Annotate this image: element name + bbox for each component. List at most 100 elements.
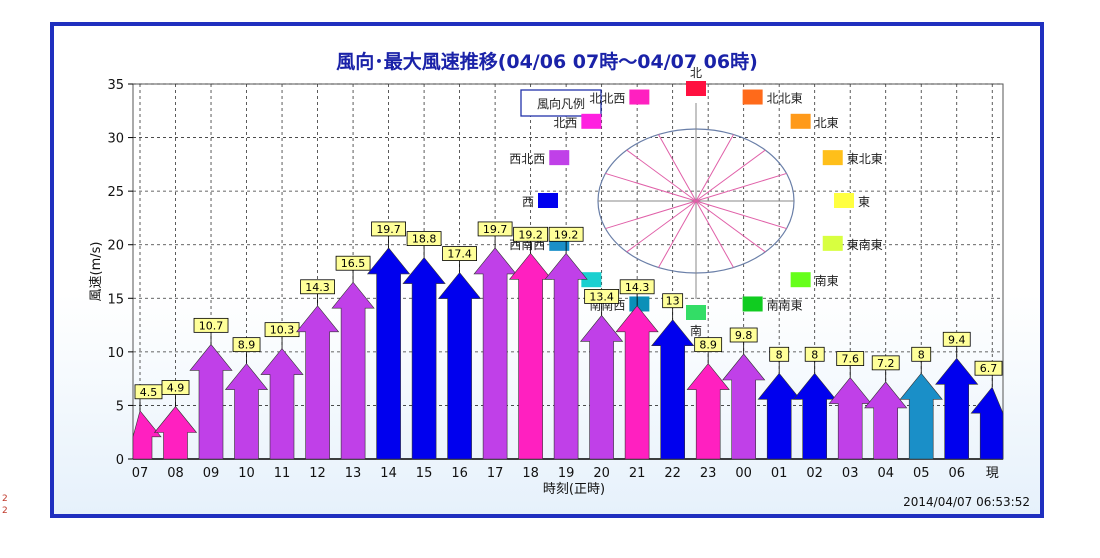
value-label: 7.2 xyxy=(877,357,895,370)
y-tick-label: 15 xyxy=(107,292,124,307)
x-tick-label: 18 xyxy=(522,466,539,481)
wind-arrow-bar xyxy=(508,252,553,460)
value-label-box xyxy=(513,226,549,242)
legend-spoke xyxy=(695,200,766,253)
legend-direction-label: 東北東 xyxy=(847,152,883,166)
timestamp: 2014/04/07 06:53:52 xyxy=(903,495,1030,509)
x-tick-label: 07 xyxy=(132,466,149,481)
legend-spoke xyxy=(626,200,697,253)
legend-spoke xyxy=(658,134,697,202)
legend-swatch xyxy=(581,113,602,129)
value-label-box xyxy=(232,337,261,353)
value-label-box xyxy=(193,317,229,333)
legend-direction-label: 南 xyxy=(690,323,702,338)
bars: 4.5 4.9 10.7 8.9 10.3 14.3 16.5 19.7 18.8 17.4 19.… xyxy=(132,221,1004,460)
value-label-box xyxy=(769,346,790,362)
value-label-box xyxy=(442,246,477,261)
legend-direction-label: 北西 xyxy=(553,116,577,130)
x-tick-label: 19 xyxy=(558,466,575,481)
x-tick-label: 01 xyxy=(771,466,788,481)
wind-arrow-bar xyxy=(828,377,872,460)
x-tick-label: 22 xyxy=(664,466,681,481)
value-label: 18.8 xyxy=(412,233,437,246)
value-label: 4.9 xyxy=(167,382,185,395)
value-label: 9.8 xyxy=(735,329,753,342)
x-tick-label: 16 xyxy=(451,466,468,481)
legend-swatch xyxy=(629,89,650,105)
legend-direction-label: 北北東 xyxy=(767,92,803,106)
legend-direction-label: 東 xyxy=(858,195,870,209)
value-label-box xyxy=(371,221,406,237)
value-label-box xyxy=(619,279,655,295)
value-label-box xyxy=(548,226,584,242)
value-label: 13 xyxy=(666,295,680,308)
value-label-box xyxy=(477,221,513,237)
legend-spoke xyxy=(695,200,787,230)
legend-swatch xyxy=(790,272,811,288)
legend-swatch xyxy=(549,150,570,166)
legend-swatch xyxy=(822,235,843,251)
value-label: 4.5 xyxy=(140,386,158,399)
value-label: 19.2 xyxy=(554,228,579,241)
wind-arrow-bar xyxy=(260,348,304,460)
y-tick-label: 20 xyxy=(107,239,124,254)
legend-swatch xyxy=(742,89,763,105)
y-tick-label: 25 xyxy=(107,185,124,200)
legend-swatch xyxy=(790,113,811,129)
x-tick-label: 17 xyxy=(487,466,504,481)
legend-swatch xyxy=(742,296,763,312)
value-label: 10.7 xyxy=(199,319,224,332)
value-label-box xyxy=(871,355,900,371)
wind-arrow-bar xyxy=(437,272,482,460)
y-tick-label: 5 xyxy=(116,399,124,414)
wind-arrow-bar xyxy=(153,406,198,460)
legend-spoke xyxy=(605,200,697,230)
wind-arrow-bar xyxy=(132,410,162,460)
x-tick-label: 09 xyxy=(203,466,220,481)
legend-swatch xyxy=(822,150,843,166)
x-tick-label: 20 xyxy=(593,466,610,481)
value-label: 8 xyxy=(918,348,925,361)
value-label-box xyxy=(804,346,825,362)
wind-arrow-bar xyxy=(473,247,517,460)
value-label: 8.9 xyxy=(238,339,256,352)
wind-arrow-bar xyxy=(579,314,624,460)
value-label-box xyxy=(406,231,442,246)
value-label-box xyxy=(911,346,932,362)
legend-swatch xyxy=(629,296,650,312)
x-tick-label: 03 xyxy=(842,466,859,481)
chart-frame: 風向･最大風速推移(04/06 07時～04/07 06時) 風向凡例北北北東北… xyxy=(50,22,1044,518)
value-label-box xyxy=(662,293,684,309)
wind-arrow-bar xyxy=(295,305,340,460)
x-tick-label: 14 xyxy=(380,466,397,481)
legend-direction-label: 北北西 xyxy=(589,92,625,106)
value-label-box xyxy=(161,380,190,395)
x-tick-label: 00 xyxy=(735,466,752,481)
wind-arrow-bar xyxy=(366,247,411,460)
value-label: 14.3 xyxy=(625,281,650,294)
x-axis-label: 時刻(正時) xyxy=(543,482,605,497)
y-tick-label: 30 xyxy=(107,132,124,147)
value-label: 19.2 xyxy=(518,228,543,241)
value-label: 7.6 xyxy=(841,353,859,366)
legend-spoke xyxy=(695,134,734,202)
legend-swatch xyxy=(581,272,602,288)
legend-spoke xyxy=(695,172,787,202)
x-tick-label: 15 xyxy=(416,466,433,481)
legend-spoke xyxy=(695,200,734,268)
side-mark: 2 xyxy=(2,506,8,516)
chart-title: 風向･最大風速推移(04/06 07時～04/07 06時) xyxy=(336,50,758,73)
value-label-box xyxy=(694,337,723,353)
value-label-box xyxy=(942,331,971,347)
wind-arrow-bar xyxy=(331,281,375,460)
x-tick-label: 06 xyxy=(948,466,965,481)
wind-arrow-bar xyxy=(402,257,446,460)
value-label: 13.4 xyxy=(589,290,614,303)
side-mark: 2 xyxy=(2,494,8,504)
x-tick-label: 08 xyxy=(167,466,184,481)
value-label: 8 xyxy=(776,348,783,361)
x-tick-label: 10 xyxy=(238,466,255,481)
legend-spoke xyxy=(626,149,697,202)
value-label-box xyxy=(729,327,758,343)
wind-arrow-bar xyxy=(686,363,730,460)
